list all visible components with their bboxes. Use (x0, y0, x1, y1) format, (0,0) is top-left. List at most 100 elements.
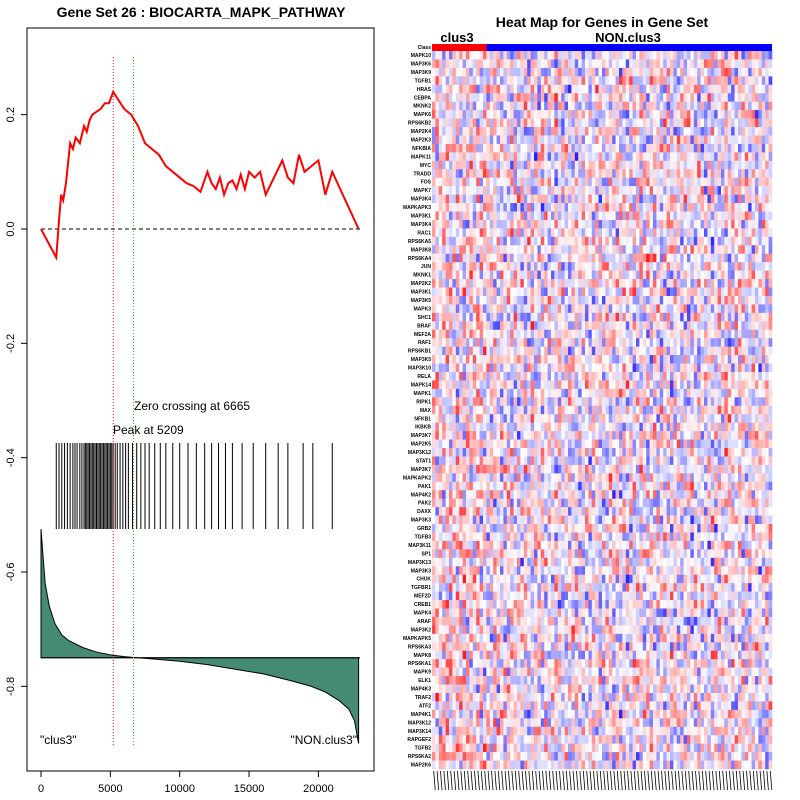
heatmap-cell (483, 101, 487, 111)
heatmap-cell (608, 388, 613, 398)
heatmap-cell (438, 456, 443, 466)
heatmap-cell (697, 439, 701, 449)
heatmap-cell (517, 245, 521, 255)
heatmap-cell (693, 422, 698, 432)
heatmap-cell (523, 127, 528, 136)
x-tick-label: 0 (38, 783, 44, 795)
heatmap-cell (700, 160, 705, 170)
heatmap-cell (523, 169, 528, 179)
heatmap-cell (612, 338, 616, 347)
heatmap-cell (595, 262, 599, 271)
heatmap-cell (751, 262, 756, 271)
heatmap-cell (666, 414, 671, 423)
heatmap-cell (527, 405, 531, 415)
heatmap-cell (500, 84, 504, 94)
heatmap-cell (656, 287, 661, 297)
heatmap-cell (731, 329, 735, 339)
heatmap-cell (561, 270, 565, 280)
heatmap-cell (758, 304, 763, 314)
heatmap-cell (581, 355, 586, 364)
heatmap-cell (663, 439, 667, 449)
heatmap-cell (452, 203, 457, 212)
heatmap-cell (653, 160, 657, 170)
heatmap-cell (649, 363, 654, 373)
heatmap-cell (438, 448, 443, 457)
heatmap-cell (496, 304, 501, 314)
heatmap-cell (642, 279, 647, 288)
heatmap-cell (530, 169, 535, 179)
heatmap-cell (727, 270, 732, 280)
heatmap-cell (551, 194, 555, 204)
heatmap-cell (751, 194, 756, 204)
heatmap-cell (748, 143, 752, 153)
heatmap-cell (442, 152, 446, 162)
heatmap-cell (738, 194, 742, 204)
heatmap-cell (717, 397, 722, 407)
heatmap-cell (469, 51, 474, 60)
heatmap-cell (557, 329, 562, 339)
heatmap-cell (649, 127, 654, 136)
heatmap-cell (693, 279, 698, 288)
heatmap-cell (557, 405, 562, 415)
heatmap-cell (765, 152, 769, 162)
heatmap-cell (693, 287, 698, 297)
heatmap-cell (612, 262, 616, 271)
heatmap-cell (517, 355, 521, 364)
heatmap-cell (738, 431, 742, 440)
heatmap-cell (513, 321, 518, 331)
heatmap-cell (520, 287, 525, 297)
heatmap-cell (564, 405, 569, 415)
heatmap-cell (649, 253, 654, 263)
heatmap-cell (506, 431, 511, 440)
heatmap-cell (568, 76, 572, 86)
heatmap-cell (622, 169, 627, 179)
heatmap-cell (469, 329, 474, 339)
heatmap-cell (591, 439, 596, 449)
heatmap-cell (622, 312, 627, 322)
heatmap-cell (717, 295, 722, 305)
heatmap-cell (615, 143, 620, 153)
heatmap-cell (642, 101, 647, 111)
heatmap-cell (704, 262, 708, 271)
heatmap-cell (466, 203, 470, 212)
heatmap-cell (581, 67, 586, 77)
heatmap-cell (442, 304, 446, 314)
heatmap-cell (432, 287, 436, 297)
heatmap-cell (435, 295, 440, 305)
heatmap-cell (445, 422, 450, 432)
heatmap-cell (537, 211, 542, 221)
heatmap-cell (707, 51, 712, 60)
heatmap-cell (744, 270, 749, 280)
heatmap-cell (523, 304, 528, 314)
heatmap-cell (710, 262, 715, 271)
heatmap-cell (656, 127, 661, 136)
heatmap-cell (483, 355, 487, 364)
heatmap-cell (544, 253, 548, 263)
heatmap-cell (717, 59, 722, 69)
heatmap-cell (612, 270, 616, 280)
heatmap-cell (738, 287, 742, 297)
heatmap-cell (571, 355, 576, 364)
heatmap-cell (670, 287, 674, 297)
heatmap-cell (663, 414, 667, 423)
heatmap-cell (615, 253, 620, 263)
heatmap-cell (721, 118, 725, 128)
heatmap-cell (520, 245, 525, 255)
heatmap-cell (513, 76, 518, 86)
heatmap-cell (615, 169, 620, 179)
heatmap-cell (517, 51, 521, 60)
heatmap-cell (748, 371, 752, 381)
heatmap-cell (578, 329, 582, 339)
heatmap-cell (513, 169, 518, 179)
heatmap-cell (496, 84, 501, 94)
heatmap-cell (547, 194, 552, 204)
heatmap-cell (598, 160, 603, 170)
heatmap-cell (751, 448, 756, 457)
heatmap-cell (598, 135, 603, 145)
heatmap-cell (493, 84, 497, 94)
heatmap-cell (690, 127, 695, 136)
heatmap-cell (578, 388, 582, 398)
heatmap-cell (680, 371, 684, 381)
heatmap-cell (649, 405, 654, 415)
heatmap-cell (445, 397, 450, 407)
